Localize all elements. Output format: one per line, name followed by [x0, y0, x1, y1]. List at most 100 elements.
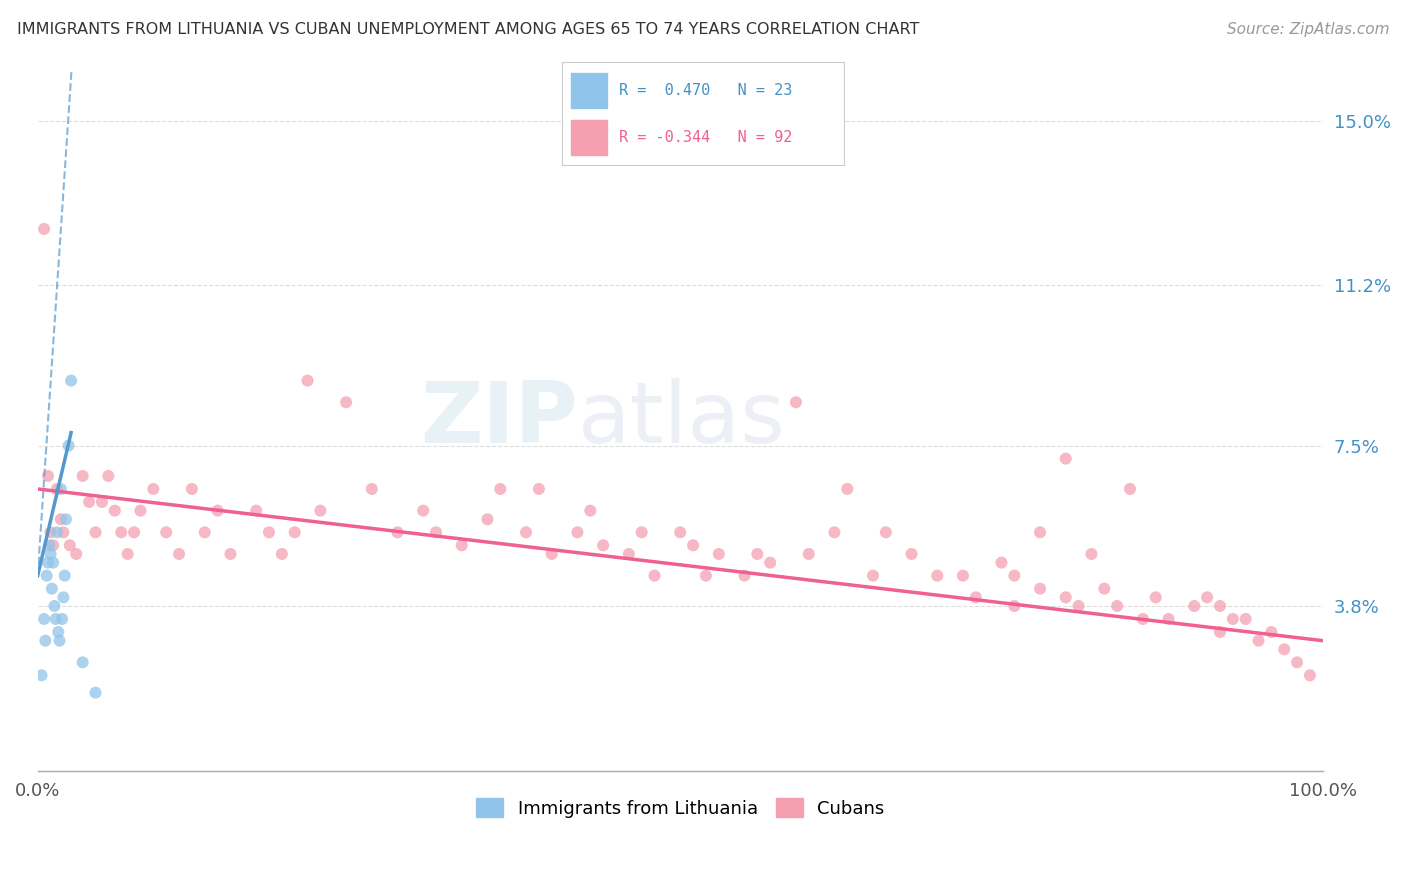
- Point: [1054, 591, 1077, 605]
- Point: [48, 633, 70, 648]
- Point: [91, 495, 114, 509]
- Point: [579, 503, 602, 517]
- Point: [72, 469, 94, 483]
- Point: [39, 525, 62, 540]
- Text: atlas: atlas: [578, 378, 786, 461]
- Point: [39, 547, 62, 561]
- Point: [1299, 668, 1322, 682]
- Point: [567, 525, 589, 540]
- Point: [44, 599, 66, 613]
- Point: [49, 482, 72, 496]
- Point: [52, 591, 75, 605]
- Point: [45, 612, 67, 626]
- Point: [695, 568, 717, 582]
- Point: [952, 568, 974, 582]
- Point: [257, 525, 280, 540]
- Text: R =  0.470   N = 23: R = 0.470 N = 23: [619, 83, 792, 97]
- Point: [219, 547, 242, 561]
- Point: [142, 482, 165, 496]
- Point: [155, 525, 177, 540]
- Point: [1119, 482, 1142, 496]
- Point: [270, 547, 292, 561]
- Point: [734, 568, 756, 582]
- Point: [38, 538, 60, 552]
- Point: [72, 656, 94, 670]
- Point: [1002, 568, 1025, 582]
- Point: [515, 525, 537, 540]
- Point: [1080, 547, 1102, 561]
- Point: [1272, 642, 1295, 657]
- Point: [122, 525, 145, 540]
- Point: [759, 556, 782, 570]
- Text: IMMIGRANTS FROM LITHUANIA VS CUBAN UNEMPLOYMENT AMONG AGES 65 TO 74 YEARS CORREL: IMMIGRANTS FROM LITHUANIA VS CUBAN UNEMP…: [17, 22, 920, 37]
- Legend: Immigrants from Lithuania, Cubans: Immigrants from Lithuania, Cubans: [468, 791, 891, 825]
- Point: [965, 591, 987, 605]
- Point: [747, 547, 769, 561]
- Point: [97, 469, 120, 483]
- Point: [245, 503, 267, 517]
- Point: [46, 625, 69, 640]
- Point: [180, 482, 202, 496]
- Point: [785, 395, 807, 409]
- Point: [862, 568, 884, 582]
- Point: [104, 503, 127, 517]
- Point: [1260, 625, 1282, 640]
- Point: [412, 503, 434, 517]
- Point: [194, 525, 217, 540]
- Point: [167, 547, 190, 561]
- Point: [55, 512, 77, 526]
- Point: [1054, 451, 1077, 466]
- Point: [450, 538, 472, 552]
- Point: [1132, 612, 1154, 626]
- Bar: [571, 73, 607, 108]
- Point: [37, 469, 59, 483]
- Point: [837, 482, 859, 496]
- Point: [1182, 599, 1205, 613]
- Point: [207, 503, 229, 517]
- Point: [34, 633, 56, 648]
- Point: [46, 482, 69, 496]
- Point: [65, 547, 87, 561]
- Point: [59, 538, 82, 552]
- Text: ZIP: ZIP: [419, 378, 578, 461]
- Bar: [571, 120, 607, 155]
- Point: [489, 482, 512, 496]
- Point: [335, 395, 357, 409]
- Point: [1002, 599, 1025, 613]
- Point: [425, 525, 447, 540]
- Point: [60, 374, 83, 388]
- Point: [1067, 599, 1090, 613]
- Point: [129, 503, 152, 517]
- Point: [1234, 612, 1257, 626]
- Point: [42, 556, 65, 570]
- Point: [31, 668, 53, 682]
- Point: [1092, 582, 1115, 596]
- Point: [1209, 625, 1232, 640]
- Point: [77, 495, 100, 509]
- Point: [284, 525, 307, 540]
- Point: [58, 439, 80, 453]
- Point: [540, 547, 562, 561]
- Point: [309, 503, 332, 517]
- Point: [617, 547, 640, 561]
- Point: [46, 525, 69, 540]
- Point: [707, 547, 730, 561]
- Point: [900, 547, 922, 561]
- Point: [1197, 591, 1219, 605]
- Point: [1157, 612, 1180, 626]
- Point: [32, 222, 55, 236]
- Point: [51, 612, 73, 626]
- Point: [35, 568, 58, 582]
- Point: [32, 612, 55, 626]
- Point: [875, 525, 897, 540]
- Point: [990, 556, 1012, 570]
- Point: [117, 547, 139, 561]
- Point: [1286, 656, 1309, 670]
- Point: [527, 482, 550, 496]
- Point: [630, 525, 652, 540]
- Point: [1144, 591, 1167, 605]
- Point: [41, 582, 63, 596]
- Point: [84, 525, 107, 540]
- Point: [927, 568, 949, 582]
- Point: [84, 686, 107, 700]
